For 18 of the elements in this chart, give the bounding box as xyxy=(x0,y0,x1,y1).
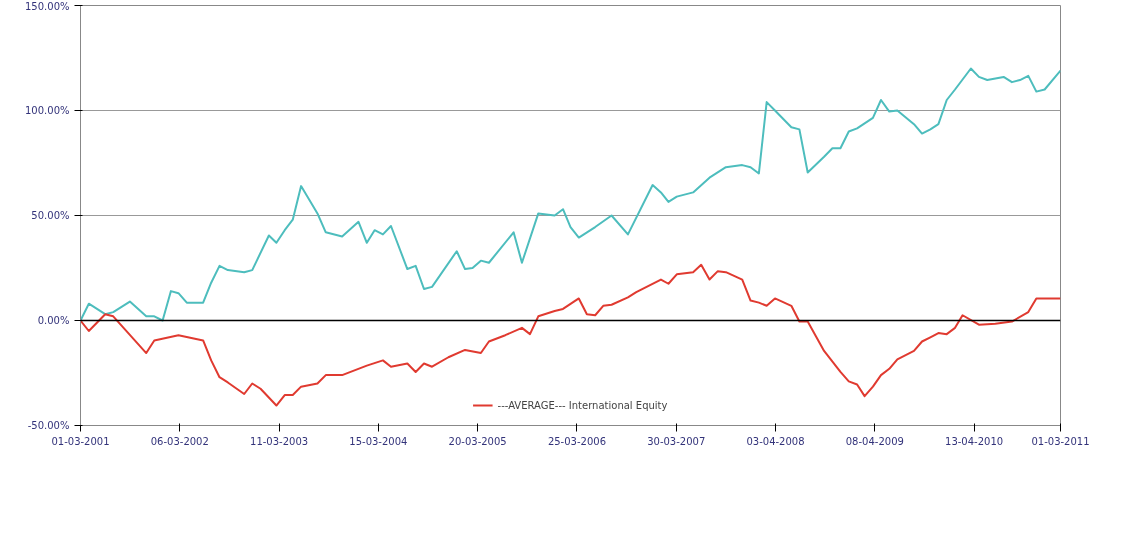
y-tick-label: -50.00% xyxy=(27,420,70,431)
legend-label: ---AVERAGE--- International Equity xyxy=(497,399,668,411)
x-tick-label: 06-03-2002 xyxy=(150,435,209,447)
y-tick-label: 0.00% xyxy=(37,315,70,326)
y-tick-label: 150.00% xyxy=(25,0,70,12)
y-tick-label: 100.00% xyxy=(25,105,70,116)
x-tick-label: 30-03-2007 xyxy=(647,435,706,447)
x-tick-label: 25-03-2006 xyxy=(547,435,607,447)
y-tick-label: 50.00% xyxy=(31,210,70,221)
line-series xyxy=(80,67,1061,322)
x-tick-label: 01-03-2011 xyxy=(1031,435,1090,447)
x-tick-label: 01-03-2001 xyxy=(51,435,110,447)
x-tick-label: 03-04-2008 xyxy=(746,435,805,447)
x-tick-label: 13-04-2010 xyxy=(945,435,1004,447)
x-tick-label: 15-03-2004 xyxy=(349,435,408,447)
x-tick-label: 20-03-2005 xyxy=(448,435,507,447)
x-tick-label: 11-03-2003 xyxy=(250,435,309,447)
x-tick-label: 08-04-2009 xyxy=(845,435,904,447)
